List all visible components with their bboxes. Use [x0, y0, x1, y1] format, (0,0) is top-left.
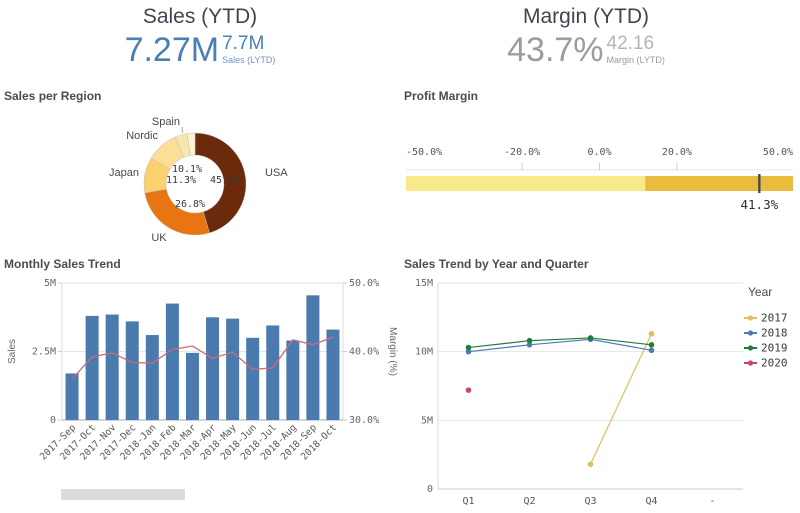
legend-item-2018[interactable]: 2018: [761, 327, 788, 340]
y-tick-label: 0: [427, 484, 433, 495]
sales-trend-by-year-quarter-chart[interactable]: 0 5M 10M 15M Q1 Q2 Q3 Q4 - Year 2017 2018 2019 2020: [400, 255, 800, 513]
kpi-margin-secondary-value: 42.16: [606, 33, 655, 55]
right-tick-label: 30.0%: [349, 415, 379, 426]
point-2019[interactable]: [526, 337, 533, 344]
y-tick-label: 5M: [421, 415, 433, 426]
combo-chart-title: Monthly Sales Trend: [4, 257, 121, 271]
x-tick-label: Q4: [645, 496, 657, 507]
bar-2018-Apr[interactable]: [206, 317, 220, 420]
x-tick-label: Q3: [584, 496, 596, 507]
line-2017[interactable]: [589, 333, 653, 465]
donut-slice-USA[interactable]: [194, 132, 247, 234]
bar-2018-Aug[interactable]: [286, 340, 300, 420]
bar-2017-Oct[interactable]: [85, 315, 99, 420]
right-axis-title: Margin (%): [387, 327, 398, 376]
sales-per-region-donut-chart[interactable]: USA UK Japan Nordic Spain 45.4% 26.8% 11.3%10.1…: [0, 90, 400, 255]
donut-value-label: 10.1%: [172, 164, 202, 175]
legend-marker-dot-2019: [747, 345, 754, 351]
kpi-sales-secondary-value: 7.7M: [222, 33, 265, 55]
kpi-margin-ytd[interactable]: Margin (YTD) 43.7% 42.16 Margin (LYTD): [386, 4, 786, 67]
margin-line[interactable]: [71, 336, 334, 380]
gauge-tick-label: -20.0%: [504, 147, 540, 158]
spain-leader-line: [181, 126, 183, 134]
line-chart-title: Sales Trend by Year and Quarter: [404, 257, 589, 271]
point-2019[interactable]: [587, 335, 594, 341]
bar-2017-Sep[interactable]: [65, 373, 79, 420]
point-2019[interactable]: [465, 344, 472, 351]
bar-2018-Jan[interactable]: [145, 335, 159, 420]
right-tick-label: 40.0%: [349, 347, 379, 358]
donut-label-USA: USA: [265, 167, 288, 179]
point-2020[interactable]: [465, 387, 472, 393]
bar-2018-Sep[interactable]: [306, 295, 320, 420]
donut-label-Spain: Spain: [152, 116, 180, 128]
point-2018[interactable]: [648, 347, 655, 354]
kpi-margin-title: Margin (YTD): [522, 5, 649, 28]
donut-slice-other[interactable]: [186, 132, 196, 156]
kpi-sales-ytd[interactable]: Sales (YTD) 7.27M 7.7M Sales (LYTD): [0, 4, 400, 67]
donut-chart-title: Sales per Region: [4, 89, 102, 103]
donut-value-label: 26.8%: [175, 199, 205, 210]
x-tick-label: Q1: [462, 496, 474, 507]
gauge-tick-label: -50.0%: [406, 147, 442, 158]
legend-marker-dot-2017: [747, 315, 754, 321]
gauge-tick-label: 0.0%: [587, 147, 611, 158]
donut-value-label: 11.3%: [166, 175, 196, 186]
donut-label-Japan: Japan: [109, 167, 139, 179]
kpi-margin-value: 43.7%: [507, 31, 604, 70]
legend-item-2017[interactable]: 2017: [761, 312, 788, 325]
gauge-segment-1: [645, 176, 793, 191]
y-tick-label: 10M: [415, 347, 433, 358]
donut-label-UK: UK: [151, 232, 167, 244]
donut-value-label: 45.4%: [210, 175, 240, 186]
kpi-margin-secondary-label: Margin (LYTD): [606, 55, 665, 66]
gauge-segment-0: [406, 176, 646, 191]
bar-2018-Feb[interactable]: [165, 303, 179, 420]
gauge-tick-label: 20.0%: [662, 147, 692, 158]
bar-2017-Dec[interactable]: [125, 321, 139, 420]
point-2017[interactable]: [648, 331, 655, 337]
point-2018[interactable]: [526, 342, 533, 348]
bar-2018-Jun[interactable]: [246, 337, 260, 420]
chart-scrollbar[interactable]: [61, 489, 185, 500]
left-axis-title: Sales: [7, 339, 18, 364]
legend-marker-dot-2020: [747, 360, 754, 366]
kpi-sales-secondary-label: Sales (LYTD): [222, 55, 276, 66]
point-2017[interactable]: [587, 461, 594, 468]
bar-2018-Jul[interactable]: [266, 325, 280, 420]
point-2019[interactable]: [648, 342, 655, 348]
donut-label-Nordic: Nordic: [126, 130, 158, 142]
point-2018[interactable]: [465, 348, 472, 355]
donut-slice-UK[interactable]: [144, 188, 210, 236]
kpi-sales-value: 7.27M: [124, 31, 220, 70]
gauge-tick-label: 50.0%: [763, 147, 793, 158]
bar-2018-May[interactable]: [226, 318, 240, 420]
profit-margin-gauge-chart[interactable]: -50.0% -20.0% 0.0% 20.0% 50.0% 41.3%: [400, 90, 800, 255]
left-tick-label: 5M: [44, 278, 56, 289]
kpi-sales-title: Sales (YTD): [142, 5, 258, 28]
right-tick-label: 50.0%: [349, 278, 379, 289]
legend-item-2020[interactable]: 2020: [761, 357, 788, 370]
legend-title: Year: [748, 285, 772, 299]
gauge-value-label: 41.3%: [741, 197, 779, 212]
legend-marker-dot-2018: [747, 330, 754, 336]
gauge-marker[interactable]: [758, 174, 761, 193]
line-2019[interactable]: [468, 337, 652, 349]
bar-2018-Oct[interactable]: [326, 329, 340, 420]
left-tick-label: 0: [50, 415, 56, 426]
x-tick-label: -: [709, 496, 715, 507]
x-tick-label: Q2: [523, 496, 535, 507]
left-tick-label: 2.5M: [32, 347, 56, 358]
bar-2018-Mar[interactable]: [185, 352, 199, 420]
bar-2017-Nov[interactable]: [105, 314, 119, 420]
y-tick-label: 15M: [415, 278, 433, 289]
line-2018[interactable]: [468, 338, 652, 353]
legend-item-2019[interactable]: 2019: [761, 342, 788, 355]
gauge-chart-title: Profit Margin: [404, 89, 478, 103]
